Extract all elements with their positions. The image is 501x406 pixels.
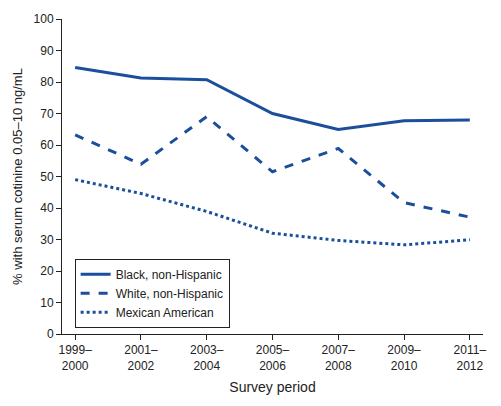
svg-text:2007–2008: 2007–2008 — [322, 343, 356, 373]
svg-text:30: 30 — [40, 233, 54, 247]
svg-text:Mexican American: Mexican American — [116, 306, 214, 320]
svg-text:2009–2010: 2009–2010 — [387, 343, 421, 373]
svg-text:10: 10 — [40, 296, 54, 310]
svg-text:90: 90 — [40, 44, 54, 58]
svg-text:White, non-Hispanic: White, non-Hispanic — [116, 287, 223, 301]
svg-text:100: 100 — [34, 12, 54, 26]
svg-text:2001–2002: 2001–2002 — [124, 343, 158, 373]
svg-text:Survey period: Survey period — [229, 379, 315, 395]
svg-text:2005–2006: 2005–2006 — [256, 343, 290, 373]
svg-text:70: 70 — [40, 107, 54, 121]
svg-text:40: 40 — [40, 201, 54, 215]
svg-text:0: 0 — [47, 327, 54, 341]
svg-text:50: 50 — [40, 170, 54, 184]
svg-text:1999–2000: 1999–2000 — [58, 343, 92, 373]
svg-text:% with serum cotinine 0.05–10: % with serum cotinine 0.05–10 ng/mL — [10, 68, 25, 285]
svg-text:20: 20 — [40, 264, 54, 278]
svg-text:Black, non-Hispanic: Black, non-Hispanic — [116, 268, 222, 282]
svg-text:60: 60 — [40, 138, 54, 152]
svg-text:80: 80 — [40, 75, 54, 89]
svg-text:2011–2012: 2011–2012 — [454, 343, 487, 373]
svg-text:2003–2004: 2003–2004 — [190, 343, 224, 373]
